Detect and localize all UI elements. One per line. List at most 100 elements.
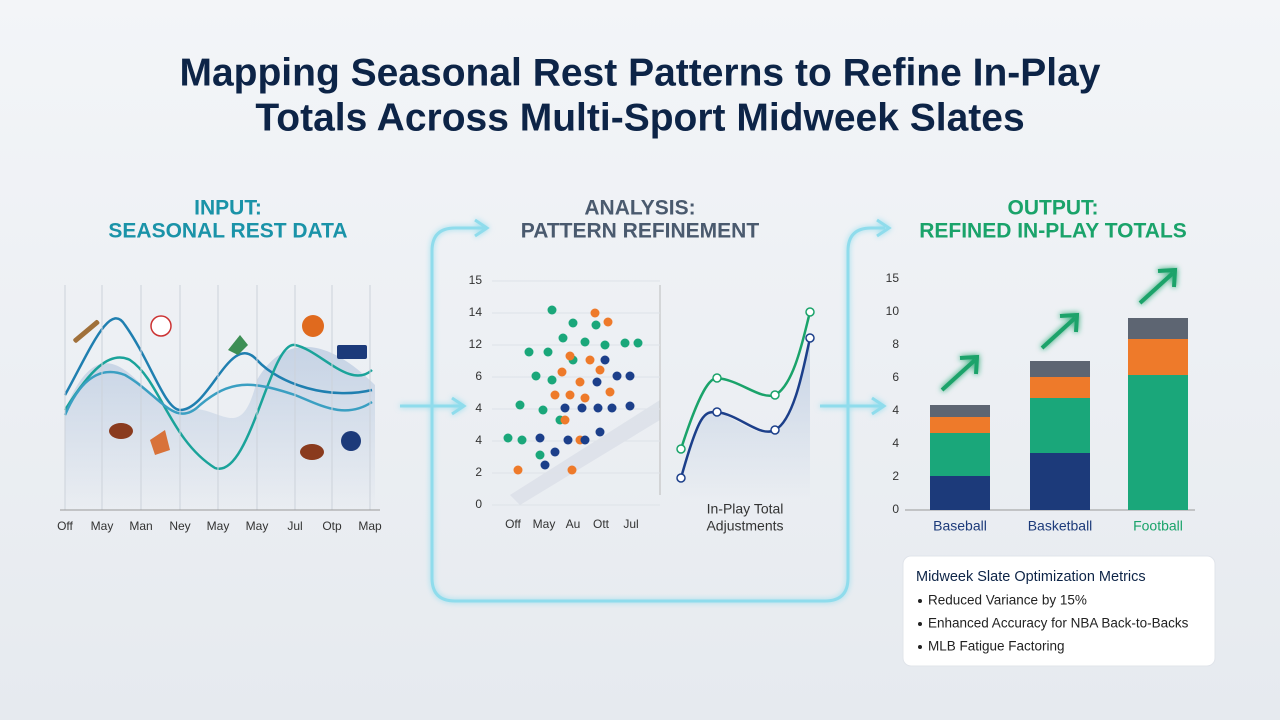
adjust-lines [679, 311, 812, 479]
metric-item: Enhanced Accuracy for NBA Back-to-Backs [928, 616, 1189, 631]
bullet [918, 622, 922, 626]
scatter-dot [558, 333, 568, 343]
x-label: May [533, 517, 556, 531]
scatter-dot [595, 365, 605, 375]
scatter-dot [620, 338, 630, 348]
metric-item: Reduced Variance by 15% [928, 593, 1087, 608]
y-label: 2 [892, 469, 899, 483]
heading: OUTPUT: [1008, 197, 1099, 220]
x-label: May [91, 519, 114, 533]
scatter-dot [567, 465, 577, 475]
adjust-points [676, 307, 815, 483]
scatter-dot [560, 403, 570, 413]
x-label: May [246, 519, 269, 533]
heading: REFINED IN-PLAY TOTALS [919, 220, 1187, 243]
x-label: Otp [322, 519, 342, 533]
y-label: 4 [475, 433, 482, 447]
scatter-dot [538, 405, 548, 415]
scatter-dot [565, 390, 575, 400]
x-label: Man [129, 519, 152, 533]
scatter-dot [580, 337, 590, 347]
y-label: 6 [475, 369, 482, 383]
scatter-dot [535, 433, 545, 443]
y-label: 0 [475, 497, 482, 511]
y-label: 4 [892, 403, 899, 417]
y-label: 2 [475, 465, 482, 479]
heading: PATTERN REFINEMENT [521, 220, 760, 243]
scatter-dot [547, 375, 557, 385]
scatter-dot [550, 390, 560, 400]
scatter-dot [563, 435, 573, 445]
bullet [918, 645, 922, 649]
scatter-dot [577, 403, 587, 413]
scatter-dot [517, 435, 527, 445]
scatter-dot [560, 415, 570, 425]
sport-icons [73, 315, 367, 460]
caption: In-Play Total [707, 501, 784, 517]
title: Totals Across Multi-Sport Midweek Slates [255, 96, 1024, 139]
scatter-dot [607, 403, 617, 413]
category-label: Basketball [1028, 518, 1093, 534]
bullet [918, 599, 922, 603]
scatter-dot [515, 400, 525, 410]
x-label: Off [57, 519, 73, 533]
scatter-dot [547, 305, 557, 315]
scatter-dot [593, 403, 603, 413]
scatter-dot [568, 318, 578, 328]
y-label: 14 [469, 305, 483, 319]
scatter-dot [557, 367, 567, 377]
metric-item: MLB Fatigue Factoring [928, 639, 1065, 654]
scatter-dot [605, 387, 615, 397]
area [680, 338, 810, 500]
x-label: May [207, 519, 230, 533]
scatter-dot [580, 393, 590, 403]
y-label: 8 [892, 337, 899, 351]
scatter-dot [585, 355, 595, 365]
scatter-dot [591, 320, 601, 330]
scatter-dot [531, 371, 541, 381]
scatter-dot [590, 308, 600, 318]
x-label: Jul [623, 517, 638, 531]
category-label: Football [1133, 518, 1183, 534]
x-label: Ney [169, 519, 190, 533]
y-label: 6 [892, 370, 899, 384]
category-label: Baseball [933, 518, 987, 534]
scatter-dot [625, 401, 635, 411]
scatter-dot [600, 340, 610, 350]
scatter-dot [503, 433, 513, 443]
y-label: 12 [469, 337, 483, 351]
scatter-dot [513, 465, 523, 475]
metrics-box [902, 555, 1216, 667]
title: Mapping Seasonal Rest Patterns to Refine… [179, 51, 1100, 94]
scatter-dot [612, 371, 622, 381]
y-label: 0 [892, 502, 899, 516]
up-arrows [940, 267, 1178, 392]
band [510, 400, 660, 505]
x-label: Map [358, 519, 382, 533]
scatter-dot [565, 351, 575, 361]
scatter-dot [600, 355, 610, 365]
scatter-dot [575, 377, 585, 387]
caption: Adjustments [706, 518, 783, 534]
y-label: 4 [475, 401, 482, 415]
scatter-dot [543, 347, 553, 357]
y-label: 10 [886, 304, 900, 318]
scatter-dot [550, 447, 560, 457]
heading: ANALYSIS: [584, 197, 695, 220]
y-label: 4 [892, 436, 899, 450]
scatter-dot [535, 450, 545, 460]
scatter-dot [524, 347, 534, 357]
scatter-dot [540, 460, 550, 470]
scatter-dot [595, 427, 605, 437]
metrics-title: Midweek Slate Optimization Metrics [916, 569, 1146, 585]
scatter-dot [603, 317, 613, 327]
bars [930, 318, 1188, 510]
scatter-dot [592, 377, 602, 387]
x-label: Ott [593, 517, 610, 531]
scatter-dot [625, 371, 635, 381]
x-label: Jul [287, 519, 302, 533]
scatter-dot [633, 338, 643, 348]
x-label: Au [566, 517, 581, 531]
heading: INPUT: [194, 197, 262, 220]
